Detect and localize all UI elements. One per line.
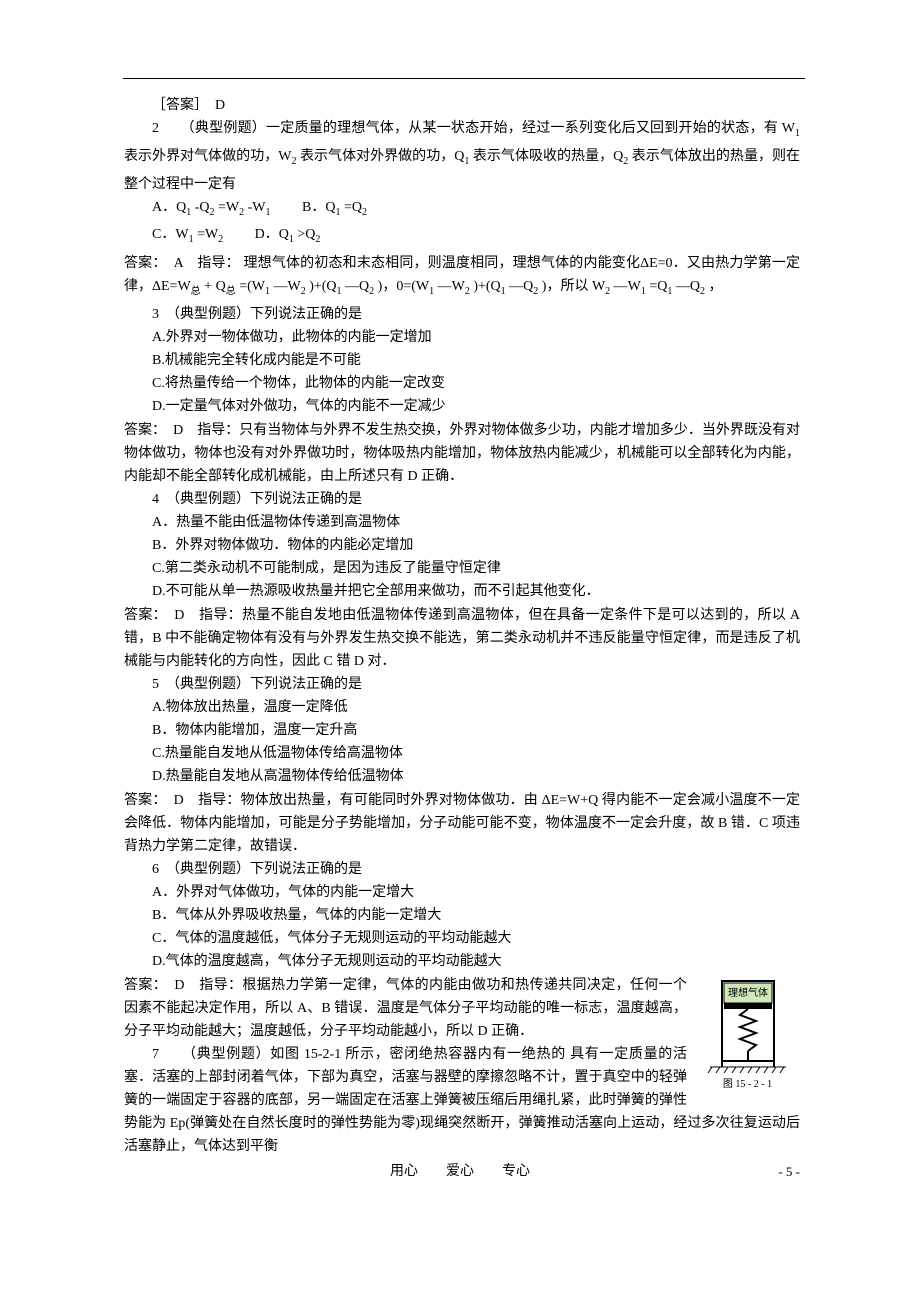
q3-answer: 答案： D 指导：只有当物体与外界不发生热交换，外界对物体做多少功，内能才增加多…: [124, 418, 800, 488]
q4-stem: 4 （典型例题）下列说法正确的是: [124, 488, 800, 511]
q5-a: A.物体放出热量，温度一定降低: [124, 696, 800, 719]
q5-b: B．物体内能增加，温度一定升高: [124, 719, 800, 742]
q2-answer: 答案： A 指导： 理想气体的初态和末态相同，则温度相同，理想气体的内能变化ΔE…: [124, 251, 800, 303]
q3-d: D.一定量气体对外做功，气体的内能不一定减少: [124, 395, 800, 418]
q3-c: C.将热量传给一个物体，此物体的内能一定改变: [124, 372, 800, 395]
q2-option-cd: C．W1 =W2 D．Q1 >Q2: [124, 223, 800, 251]
q4-c: C.第二类永动机不可能制成，是因为违反了能量守恒定律: [124, 557, 800, 580]
q6-d: D.气体的温度越高，气体分子无规则运动的平均动能越大: [124, 950, 800, 973]
q4-d: D.不可能从单一热源吸收热量并把它全部用来做功，而不引起其他变化．: [124, 580, 800, 603]
answer-line: ［答案］ D: [124, 94, 800, 117]
q4-b: B．外界对物体做功．物体的内能必定增加: [124, 534, 800, 557]
q4-a: A．热量不能由低温物体传递到高温物体: [124, 511, 800, 534]
q3-a: A.外界对一物体做功，此物体的内能一定增加: [124, 326, 800, 349]
q3-stem: 3 （典型例题）下列说法正确的是: [124, 303, 800, 326]
q6-stem: 6 （典型例题）下列说法正确的是: [124, 858, 800, 881]
q2-option-ab: A．Q1 -Q2 =W2 -W1 B．Q1 =Q2: [124, 196, 800, 224]
gas-label: 理想气体: [728, 986, 768, 999]
figure-15-2-1: 理想气体 图 15 - 2 - 1: [695, 977, 800, 1090]
q6-a: A．外界对气体做功，气体的内能一定增大: [124, 881, 800, 904]
top-rule: [123, 78, 805, 79]
page-number: - 5 -: [778, 1164, 800, 1180]
q5-stem: 5 （典型例题）下列说法正确的是: [124, 673, 800, 696]
q4-answer: 答案： D 指导：热量不能自发地由低温物体传递到高温物体，但在具备一定条件下是可…: [124, 603, 800, 673]
q5-d: D.热量能自发地从高温物体传给低温物体: [124, 765, 800, 788]
q2-stem: 2 （典型例题）一定质量的理想气体，从某一状态开始，经过一系列变化后又回到开始的…: [124, 117, 800, 196]
q5-c: C.热量能自发地从低温物体传给高温物体: [124, 742, 800, 765]
q6-b: B．气体从外界吸收热量，气体的内能一定增大: [124, 904, 800, 927]
cylinder-spring-icon: 理想气体: [700, 977, 796, 1073]
q3-b: B.机械能完全转化成内能是不可能: [124, 349, 800, 372]
q5-answer: 答案： D 指导：物体放出热量，有可能同时外界对物体做功．由 ΔE=W+Q 得内…: [124, 788, 800, 858]
page: ［答案］ D 2 （典型例题）一定质量的理想气体，从某一状态开始，经过一系列变化…: [0, 0, 920, 1218]
figure-caption: 图 15 - 2 - 1: [695, 1075, 800, 1090]
q6-c: C．气体的温度越低，气体分子无规则运动的平均动能越大: [124, 927, 800, 950]
